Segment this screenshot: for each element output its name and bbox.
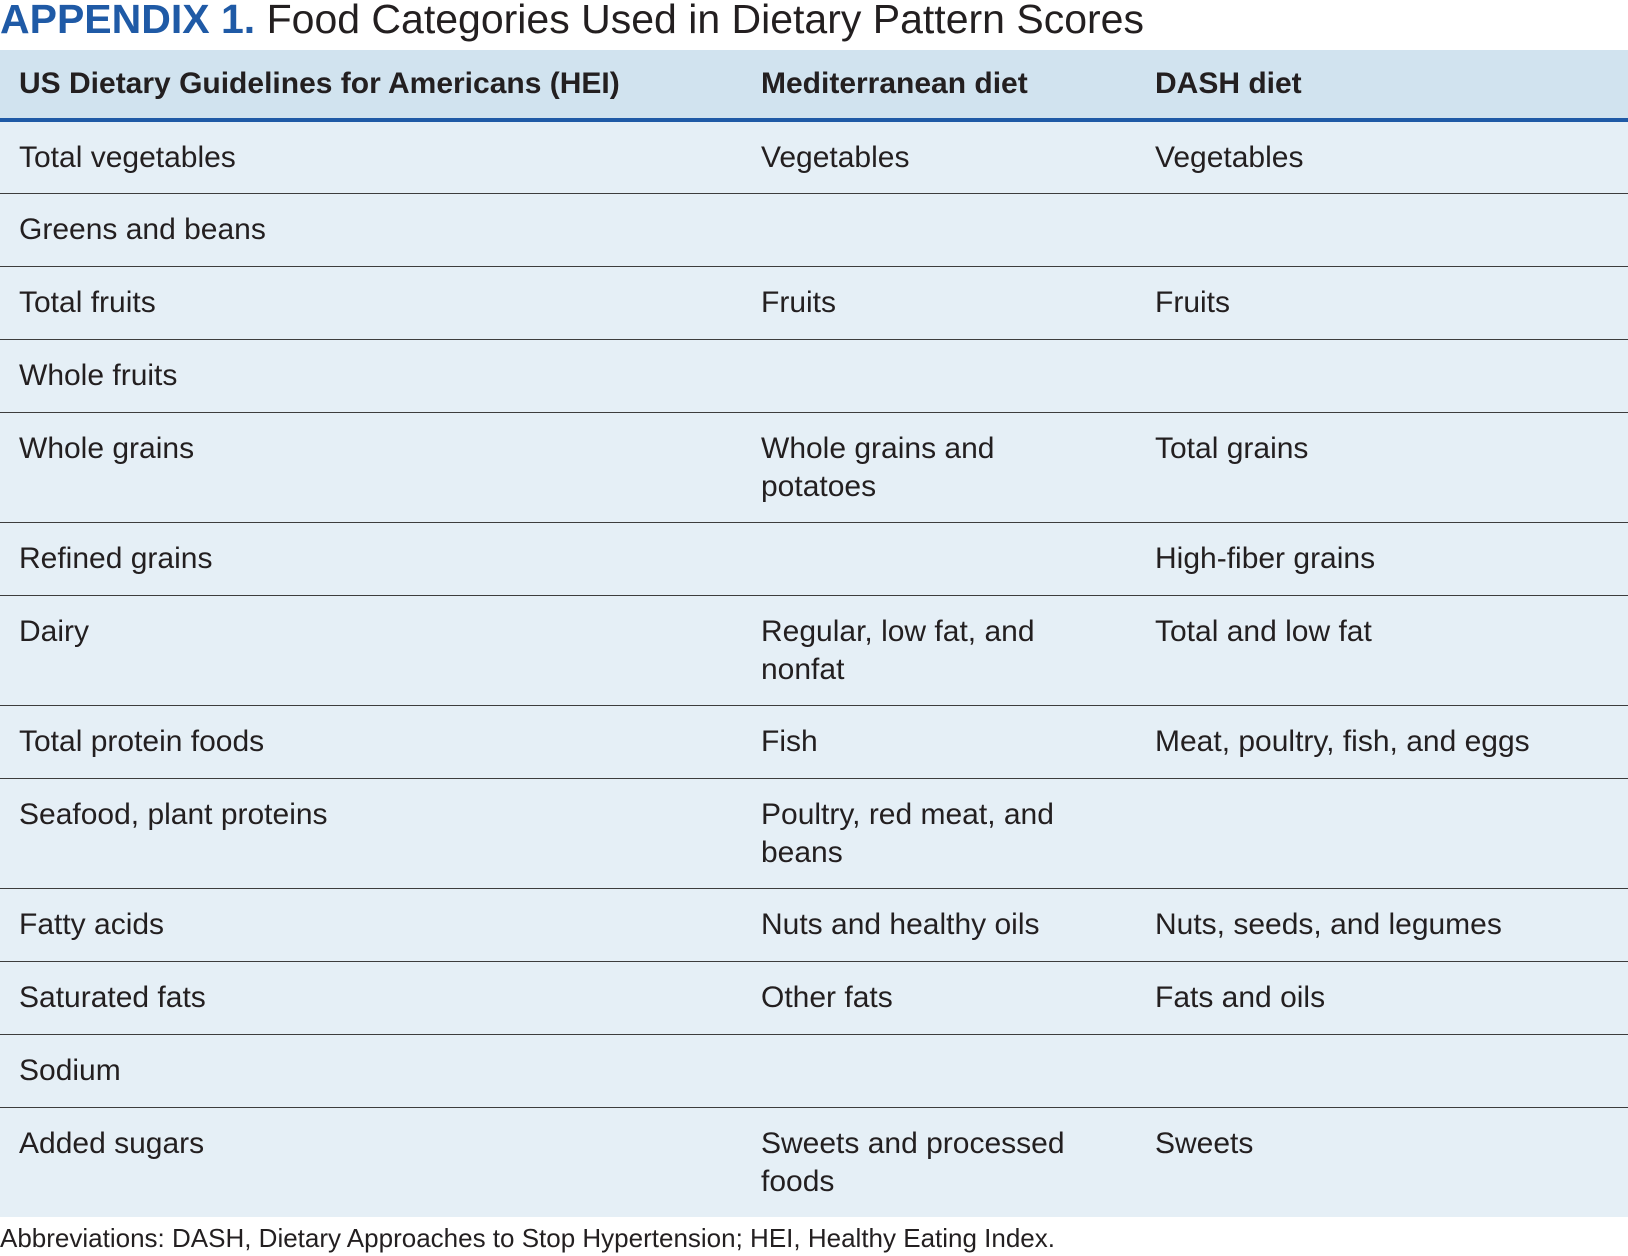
cell-mediterranean: Regular, low fat, and nonfat	[742, 595, 1136, 706]
cell-dash	[1136, 778, 1628, 889]
cell-hei: Added sugars	[19, 1126, 205, 1160]
cell-hei: Dairy	[0, 595, 742, 706]
table-row: Greens and beans	[0, 193, 1628, 267]
table-row: Total fruits Fruits Fruits	[0, 266, 1628, 340]
food-categories-table: US Dietary Guidelines for Americans (HEI…	[0, 50, 1628, 1217]
cell-mediterranean: Other fats	[742, 961, 1136, 1035]
table-row: Whole grains Whole grains and potatoes T…	[0, 412, 1628, 523]
cell-mediterranean: Fish	[742, 705, 1136, 779]
cell-dash: Total grains	[1136, 412, 1628, 523]
title-text: Food Categories Used in Dietary Pattern …	[255, 0, 1144, 42]
cell-mediterranean: Nuts and healthy oils	[742, 888, 1136, 962]
cell-dash: High-fiber grains	[1136, 522, 1628, 596]
footnote: Abbreviations: DASH, Dietary Approaches …	[0, 1223, 1055, 1253]
table-row: Total protein foods Fish Meat, poultry, …	[0, 705, 1628, 779]
cell-dash	[1136, 339, 1628, 413]
cell-mediterranean	[742, 1034, 1136, 1108]
cell-dash: Vegetables	[1136, 120, 1628, 194]
cell-hei: Refined grains	[0, 522, 742, 596]
table-row: Dairy Regular, low fat, and nonfat Total…	[0, 595, 1628, 706]
cell-mediterranean: Vegetables	[742, 120, 1136, 194]
cell-mediterranean: Poultry, red meat, and beans	[742, 778, 1136, 889]
table-row: Refined grains High-fiber grains	[0, 522, 1628, 596]
cell-hei: Fatty acids	[0, 888, 742, 962]
cell-mediterranean	[742, 522, 1136, 596]
cell-hei: Total protein foods	[0, 705, 742, 779]
table-row: Fatty acids Nuts and healthy oils Nuts, …	[0, 888, 1628, 962]
cell-hei: Whole fruits	[0, 339, 742, 413]
table-row: Saturated fats Other fats Fats and oils	[0, 961, 1628, 1035]
cell-hei: Greens and beans	[0, 193, 742, 267]
cell-dash: Fruits	[1136, 266, 1628, 340]
table-row: Seafood, plant proteins Poultry, red mea…	[0, 778, 1628, 889]
table-title: APPENDIX 1. Food Categories Used in Diet…	[0, 0, 1144, 44]
table-row: Whole fruits	[0, 339, 1628, 413]
cell-dash: Nuts, seeds, and legumes	[1136, 888, 1628, 962]
appendix-label: APPENDIX 1.	[0, 0, 256, 42]
header-row: US Dietary Guidelines for Americans (HEI…	[0, 50, 1628, 122]
header-mediterranean: Mediterranean diet	[742, 50, 1136, 122]
header-hei: US Dietary Guidelines for Americans (HEI…	[0, 50, 742, 122]
cell-dash: Sweets	[1155, 1126, 1254, 1160]
cell-mediterranean: Fruits	[742, 266, 1136, 340]
cell-hei: Saturated fats	[0, 961, 742, 1035]
table-row: Sodium	[0, 1034, 1628, 1108]
cell-hei: Seafood, plant proteins	[0, 778, 742, 889]
table-row: Added sugars Sweets and processed foods …	[0, 1107, 1628, 1217]
cell-hei: Whole grains	[0, 412, 742, 523]
cell-mediterranean: Sweets and processed foods	[761, 1126, 1065, 1198]
cell-hei: Total fruits	[0, 266, 742, 340]
cell-mediterranean	[742, 339, 1136, 413]
cell-hei: Total vegetables	[0, 120, 742, 194]
cell-mediterranean: Whole grains and potatoes	[742, 412, 1136, 523]
cell-dash	[1136, 193, 1628, 267]
cell-dash: Fats and oils	[1136, 961, 1628, 1035]
cell-dash: Meat, poultry, fish, and eggs	[1136, 705, 1628, 779]
cell-dash	[1136, 1034, 1628, 1108]
header-dash: DASH diet	[1136, 50, 1628, 122]
cell-hei: Sodium	[0, 1034, 742, 1108]
cell-mediterranean	[742, 193, 1136, 267]
table-row: Total vegetables Vegetables Vegetables	[0, 120, 1628, 194]
cell-dash: Total and low fat	[1136, 595, 1628, 706]
